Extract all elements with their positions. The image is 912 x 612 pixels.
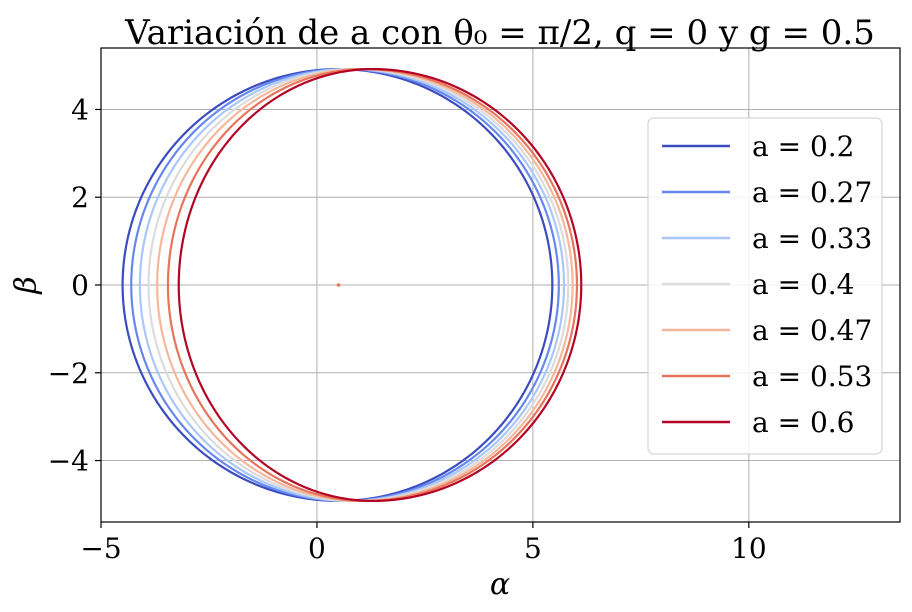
- legend: a = 0.2 a = 0.27 a = 0.33 a = 0.4 a = 0.47 a …: [647, 117, 883, 455]
- y-ticks: −4 −2 0 2 4: [48, 93, 101, 478]
- series-group: [121, 67, 583, 503]
- x-tick-label: 5: [524, 532, 542, 565]
- y-tick-label: 4: [71, 93, 89, 126]
- center-marker: [336, 283, 341, 287]
- center-marker-group: [336, 283, 341, 287]
- legend-label-5: a = 0.53: [752, 360, 872, 393]
- y-tick-label: 2: [71, 181, 89, 214]
- series-line-6: [177, 67, 583, 503]
- chart-title: Variación de a con θ₀ = π/2, q = 0 y g =…: [124, 13, 875, 53]
- x-tick-label: 0: [308, 532, 326, 565]
- x-axis-label: α: [490, 567, 510, 602]
- x-ticks: −5 0 5 10: [80, 522, 767, 565]
- legend-label-0: a = 0.2: [752, 130, 854, 163]
- x-tick-label: 10: [731, 532, 767, 565]
- legend-label-1: a = 0.27: [752, 176, 872, 209]
- legend-label-3: a = 0.4: [752, 268, 854, 301]
- x-tick-label: −5: [80, 532, 121, 565]
- y-tick-label: 0: [71, 269, 89, 302]
- y-tick-label: −4: [48, 445, 89, 478]
- legend-items: a = 0.2 a = 0.27 a = 0.33 a = 0.4 a = 0.47 a …: [662, 130, 872, 439]
- legend-label-2: a = 0.33: [752, 222, 872, 255]
- legend-label-6: a = 0.6: [752, 406, 854, 439]
- y-axis-label: β: [9, 276, 44, 294]
- legend-box: [647, 117, 883, 455]
- legend-label-4: a = 0.47: [752, 314, 872, 347]
- y-tick-label: −2: [48, 357, 89, 390]
